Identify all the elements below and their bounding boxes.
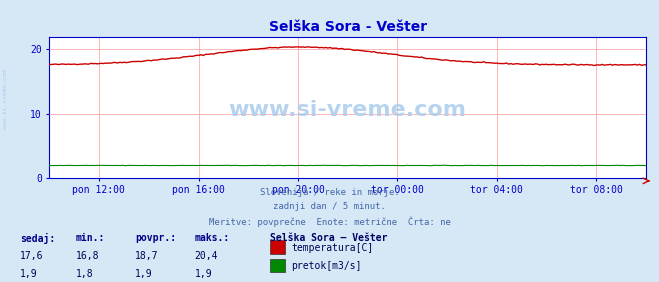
Text: 20,4: 20,4 bbox=[194, 251, 218, 261]
Text: 1,9: 1,9 bbox=[135, 269, 153, 279]
Title: Selška Sora - Vešter: Selška Sora - Vešter bbox=[269, 20, 426, 34]
Text: 17,6: 17,6 bbox=[20, 251, 43, 261]
Text: temperatura[C]: temperatura[C] bbox=[291, 243, 374, 253]
Text: 1,9: 1,9 bbox=[20, 269, 38, 279]
Text: Meritve: povprečne  Enote: metrične  Črta: ne: Meritve: povprečne Enote: metrične Črta:… bbox=[208, 217, 451, 227]
Text: min.:: min.: bbox=[76, 233, 105, 243]
Text: 1,8: 1,8 bbox=[76, 269, 94, 279]
Text: povpr.:: povpr.: bbox=[135, 233, 176, 243]
Text: 1,9: 1,9 bbox=[194, 269, 212, 279]
Text: zadnji dan / 5 minut.: zadnji dan / 5 minut. bbox=[273, 202, 386, 211]
Text: pretok[m3/s]: pretok[m3/s] bbox=[291, 261, 362, 271]
Text: maks.:: maks.: bbox=[194, 233, 229, 243]
Text: Slovenija / reke in morje.: Slovenija / reke in morje. bbox=[260, 188, 399, 197]
Text: Selška Sora – Vešter: Selška Sora – Vešter bbox=[270, 233, 387, 243]
Text: www.si-vreme.com: www.si-vreme.com bbox=[229, 100, 467, 120]
Text: sedaj:: sedaj: bbox=[20, 233, 55, 244]
Text: 18,7: 18,7 bbox=[135, 251, 159, 261]
Text: 16,8: 16,8 bbox=[76, 251, 100, 261]
Text: www.si-vreme.com: www.si-vreme.com bbox=[3, 69, 8, 129]
